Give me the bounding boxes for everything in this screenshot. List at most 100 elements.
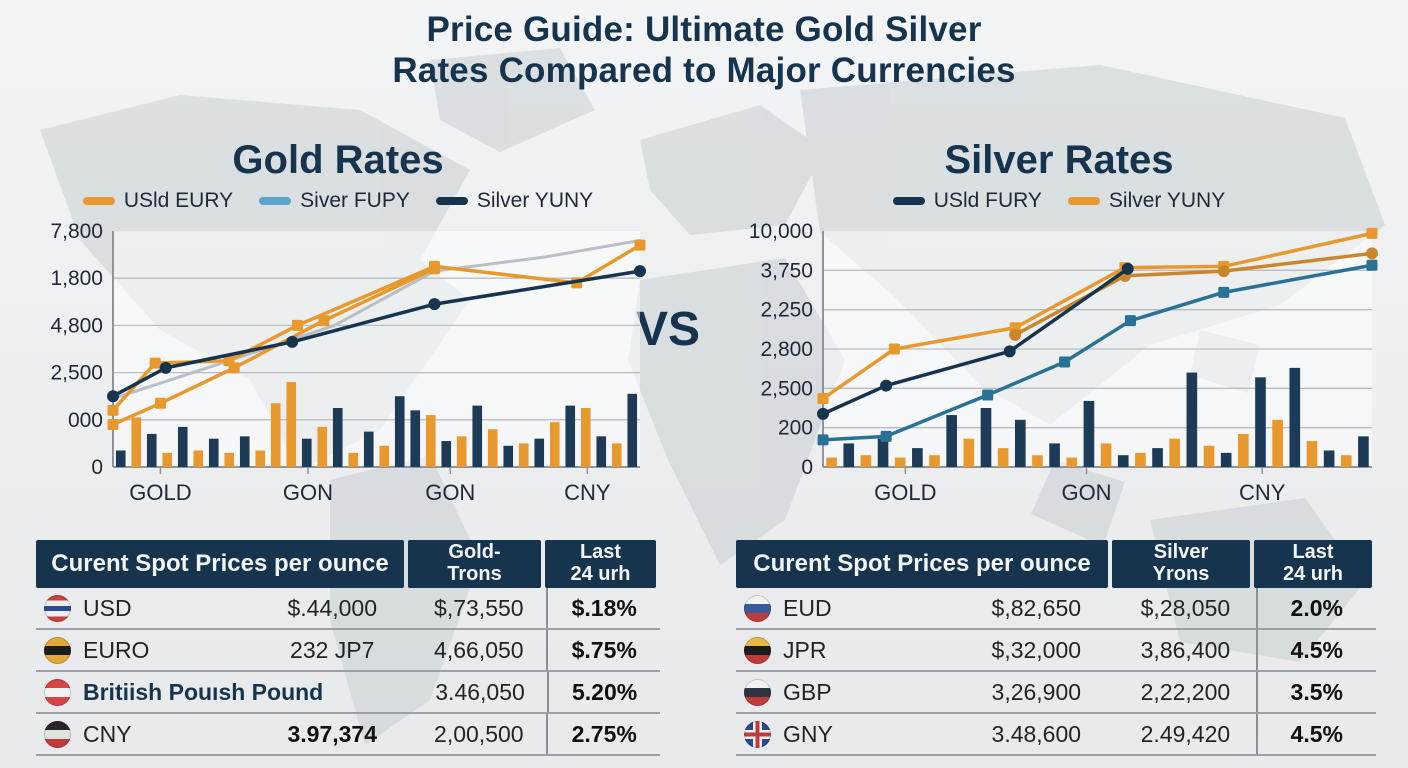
silver-rates-panel: Silver Rates USld FURY Silver YUNY 10,00… (728, 138, 1390, 517)
silver-table-header: Curent Spot Prices per ounce Silver Yron… (736, 540, 1376, 588)
header-spot-prices: Curent Spot Prices per ounce (736, 540, 1108, 588)
cny-flag-icon (44, 720, 71, 748)
svg-text:0: 0 (801, 456, 813, 479)
svg-text:4,800: 4,800 (50, 314, 103, 337)
spot-price-value: $,32,000 (991, 636, 1082, 663)
legend-label: USld FURY (933, 189, 1042, 212)
jpr-flag-icon (744, 636, 771, 664)
silver-yrons-value: 2.49,420 (1140, 720, 1231, 747)
header-last-24h: Last 24 urh (1254, 540, 1372, 588)
legend-label: Siver FUPY (300, 189, 410, 212)
gold-legend: USld EURY Siver FUPY Silver YUNY (18, 189, 658, 213)
legend-item: USld FURY (892, 189, 1042, 213)
gold-trons-value: 4,66,050 (434, 636, 524, 663)
change-24h-value: 4.5% (1255, 630, 1377, 670)
currency-name: Britiish Pouısh Pound (83, 678, 324, 705)
eud-flag-icon (744, 594, 771, 622)
spot-price-value: 3,26,900 (991, 678, 1082, 705)
svg-text:GOLD: GOLD (129, 480, 191, 505)
currency-name: GBP (783, 678, 832, 705)
svg-text:2,800: 2,800 (760, 338, 813, 361)
silver-yrons-value: $,28,050 (1140, 594, 1231, 621)
table-row-jpr: JPR $,32,000 3,86,400 4.5% (736, 630, 1376, 672)
spot-price-value: 232 JP7 (290, 636, 375, 663)
spot-price-value: $,82,650 (991, 594, 1082, 621)
euro-flag-icon (44, 636, 71, 664)
svg-text:3,750: 3,750 (760, 259, 813, 282)
gold-rates-panel: Gold Rates USld EURY Siver FUPY Silver Y… (18, 138, 658, 517)
currency-name: GNY (783, 720, 833, 747)
svg-text:CNY: CNY (564, 480, 611, 505)
legend-label: Silver YUNY (476, 189, 594, 212)
legend-label: USld EURY (123, 189, 234, 212)
spot-price-value: 3.97,374 (287, 720, 377, 747)
table-row-euro: EURO 232 JP7 4,66,050 $.75% (36, 630, 660, 672)
currency-name: JPR (783, 636, 827, 663)
silver-spot-table: Curent Spot Prices per ounce Silver Yron… (736, 540, 1376, 756)
header-silver-yrons: Silver Yrons (1112, 540, 1250, 588)
spot-price-value (256, 672, 413, 712)
table-row-gbp: GBP 3,26,900 2,22,200 3.5% (736, 672, 1376, 714)
svg-text:7,800: 7,800 (50, 220, 103, 243)
change-24h-value: $.18% (546, 588, 660, 628)
change-24h-value: 2.0% (1255, 588, 1377, 628)
legend-swatch-navy (892, 197, 925, 205)
legend-item: Silver YUNY (1067, 189, 1226, 213)
svg-text:2,500: 2,500 (50, 362, 103, 385)
vs-label: VS (636, 303, 701, 356)
svg-text:2,500: 2,500 (760, 377, 813, 400)
spot-price-value: 3.48,600 (991, 720, 1082, 747)
page-title-line2: Rates Compared to Major Currencies (392, 50, 1016, 90)
gold-trons-value: 3.46,050 (435, 678, 525, 705)
svg-text:000: 000 (68, 409, 103, 432)
gbp-flag-icon (744, 678, 771, 706)
silver-yrons-value: 2,22,200 (1140, 678, 1231, 705)
gold-rates-title: Gold Rates (232, 138, 444, 182)
gold-table-header: Curent Spot Prices per ounce Gold- Trons… (36, 540, 660, 588)
legend-swatch-orange (82, 197, 115, 205)
svg-text:1,800: 1,800 (50, 267, 103, 290)
legend-swatch-lightblue (259, 197, 292, 205)
change-24h-value: 4.5% (1255, 714, 1377, 754)
usd-flag-icon (44, 594, 71, 622)
legend-swatch-navy (435, 197, 468, 205)
gold-trons-value: 2,00,500 (434, 720, 524, 747)
currency-name: EUD (783, 594, 832, 621)
svg-text:0: 0 (91, 456, 103, 479)
svg-text:GOLD: GOLD (874, 480, 936, 505)
svg-text:2,250: 2,250 (760, 299, 813, 322)
table-row-cny: CNY 3.97,374 2,00,500 2.75% (36, 714, 660, 756)
page-title-line1: Price Guide: Ultimate Gold Silver (426, 10, 982, 49)
currency-name: USD (83, 594, 132, 621)
legend-item: USld EURY (82, 189, 234, 213)
header-spot-prices: Curent Spot Prices per ounce (36, 540, 404, 588)
silver-rates-title: Silver Rates (944, 138, 1174, 182)
page-title: Price Guide: Ultimate Gold Silver Rates … (0, 10, 1408, 92)
silver-legend: USld FURY Silver YUNY (728, 189, 1390, 213)
header-gold-trons: Gold- Trons (408, 540, 541, 588)
svg-text:CNY: CNY (1239, 480, 1286, 505)
svg-text:GON: GON (283, 480, 333, 505)
svg-text:GON: GON (425, 480, 475, 505)
change-24h-value: 2.75% (546, 714, 660, 754)
svg-text:200: 200 (778, 417, 813, 440)
svg-text:GON: GON (1061, 480, 1111, 505)
change-24h-value: $.75% (546, 630, 660, 670)
change-24h-value: 3.5% (1255, 672, 1377, 712)
table-row-eud: EUD $,82,650 $,28,050 2.0% (736, 588, 1376, 630)
legend-label: Silver YUNY (1108, 189, 1226, 212)
silver-chart: 10,000 3,750 2,250 2,800 2,500 200 0 GOLD GON CNY (749, 220, 1378, 505)
legend-item: Siver FUPY (259, 189, 410, 213)
gold-spot-table: Curent Spot Prices per ounce Gold- Trons… (36, 540, 660, 756)
change-24h-value: 5.20% (547, 672, 660, 712)
legend-item: Silver YUNY (435, 189, 594, 213)
svg-text:10,000: 10,000 (749, 220, 813, 243)
gold-trons-value: $,73,550 (434, 594, 524, 621)
header-last-24h: Last 24 urh (545, 540, 656, 588)
table-row-british-pound: Britiish Pouısh Pound 3.46,050 5.20% (36, 672, 660, 714)
legend-swatch-orange (1067, 197, 1100, 205)
table-row-gny: GNY 3.48,600 2.49,420 4.5% (736, 714, 1376, 756)
currency-name: EURO (83, 636, 150, 663)
pound-flag-icon (44, 678, 71, 706)
